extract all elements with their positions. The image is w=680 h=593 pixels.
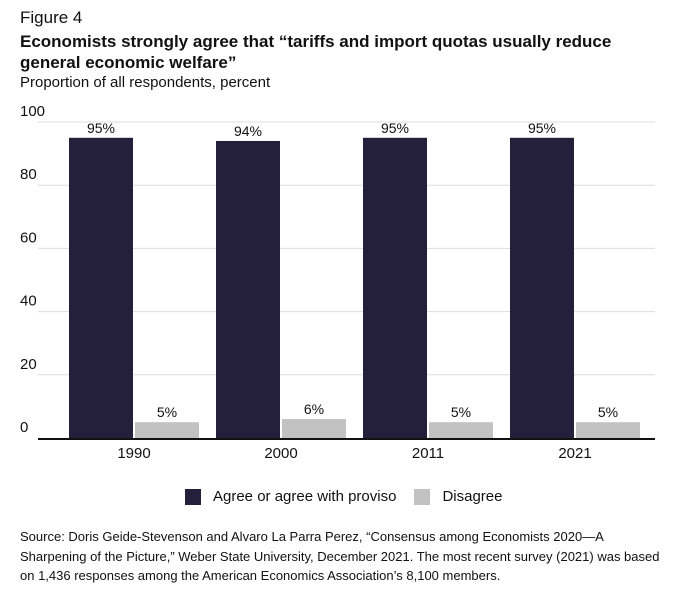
bar-disagree-2021 xyxy=(576,422,640,438)
bar-agree-2011 xyxy=(363,137,427,439)
legend-label-disagree: Disagree xyxy=(442,488,503,505)
bar-disagree-2000 xyxy=(282,419,346,438)
bar-agree-1990 xyxy=(69,137,133,439)
x-tick-label: 1990 xyxy=(117,445,150,462)
legend-label-agree: Agree or agree with proviso xyxy=(213,488,397,505)
y-tick-label: 20 xyxy=(20,356,37,373)
x-tick-label: 2011 xyxy=(412,445,444,462)
bar-disagree-2011 xyxy=(429,422,493,438)
data-label: 5% xyxy=(451,404,471,420)
chart-title: Economists strongly agree that “tariffs … xyxy=(20,32,612,72)
source-note: Source: Doris Geide-Stevenson and Alvaro… xyxy=(20,529,660,583)
data-label: 6% xyxy=(304,401,324,417)
data-label: 5% xyxy=(157,404,177,420)
y-tick-label: 0 xyxy=(20,419,28,436)
x-tick-label: 2021 xyxy=(558,445,591,462)
y-tick-label: 40 xyxy=(20,293,37,310)
chart-subtitle: Proportion of all respondents, percent xyxy=(20,74,271,91)
bar-agree-2021 xyxy=(510,137,574,439)
data-label: 95% xyxy=(381,120,409,136)
legend-swatch-agree xyxy=(185,488,201,505)
legend-swatch-disagree xyxy=(414,488,431,505)
data-label: 95% xyxy=(528,120,556,136)
x-tick-label: 2000 xyxy=(264,445,297,462)
y-tick-label: 60 xyxy=(20,229,37,246)
figure-label: Figure 4 xyxy=(20,8,83,27)
bar-chart: 0 20 40 60 80 100 95% 5% 1990 94% 6% 2000 95% 5% 2011 9… xyxy=(20,103,655,462)
bar-disagree-1990 xyxy=(135,422,199,438)
data-label: 5% xyxy=(598,404,618,420)
legend-item-disagree: Disagree xyxy=(414,488,502,505)
legend-item-agree: Agree or agree with proviso xyxy=(185,488,396,505)
bar-agree-2000 xyxy=(216,140,280,438)
y-tick-label: 100 xyxy=(20,103,45,120)
data-label: 95% xyxy=(87,120,115,136)
data-label: 94% xyxy=(234,123,262,139)
y-tick-label: 80 xyxy=(20,166,37,183)
legend: Agree or agree with proviso Disagree xyxy=(185,488,520,505)
